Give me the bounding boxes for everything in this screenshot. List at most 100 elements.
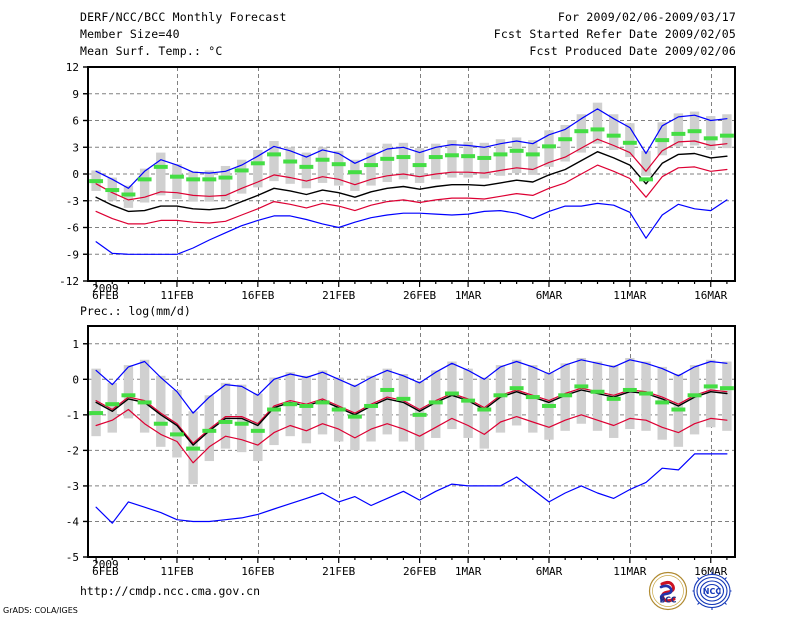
series-line: [95, 359, 728, 414]
y-tick-label-0-8: 12: [66, 61, 79, 74]
y-tick-label-0-7: 9: [72, 88, 79, 101]
y-tick-label-1-5: 0: [72, 373, 79, 386]
y-tick-label-0-6: 6: [72, 115, 79, 128]
series-line: [95, 453, 728, 524]
spread-box: [479, 142, 489, 179]
spread-box: [689, 365, 700, 435]
forecast-started-date: Fcst Started Refer Date 2009/02/05: [493, 27, 736, 41]
median-marker: [428, 155, 443, 160]
y-tick-label-0-4: 0: [72, 168, 79, 181]
spread-box: [641, 361, 651, 431]
y-tick-label-0-0: -12: [59, 275, 79, 288]
x-axis-year-1: 2009: [92, 558, 119, 571]
spread-box: [511, 137, 522, 174]
series-line: [95, 151, 728, 213]
median-marker: [558, 137, 573, 142]
x-tick-label-1-3: 21FEB: [322, 565, 355, 578]
median-marker: [444, 153, 459, 158]
x-tick-label-0-6: 6MAR: [536, 289, 563, 302]
median-marker: [574, 384, 589, 389]
spread-box: [204, 395, 215, 462]
spread-box: [366, 375, 376, 442]
median-marker: [347, 170, 362, 175]
spread-box: [220, 382, 231, 449]
y-tick-label-1-0: -5: [66, 551, 79, 564]
ensemble-spread-boxes: [91, 102, 732, 208]
y-tick-label-1-3: -2: [66, 444, 79, 457]
median-marker: [137, 177, 152, 182]
spread-box: [592, 361, 603, 431]
median-marker: [331, 162, 346, 167]
x-tick-label-0-7: 11MAR: [613, 289, 646, 302]
median-marker: [412, 163, 427, 168]
series-line: [95, 199, 728, 255]
spread-box: [463, 141, 473, 178]
grads-credit: GrADS: COLA/IGES: [3, 606, 78, 615]
spread-box: [625, 357, 635, 430]
spread-box: [511, 359, 522, 426]
spread-box: [204, 170, 215, 202]
median-marker: [622, 140, 637, 145]
median-marker: [655, 138, 670, 143]
median-marker: [703, 136, 718, 141]
svg-text:BCC: BCC: [660, 596, 677, 605]
svg-text:NCC: NCC: [703, 587, 722, 596]
spread-box: [479, 377, 489, 449]
median-marker: [461, 154, 476, 159]
spread-box: [544, 130, 554, 167]
median-marker: [299, 164, 314, 169]
median-marker: [477, 155, 492, 160]
spread-box: [495, 139, 506, 176]
median-marker: [250, 161, 265, 166]
y-tick-label-1-6: 1: [72, 338, 79, 351]
spread-box: [625, 123, 635, 158]
spread-box: [156, 152, 166, 196]
median-marker: [574, 129, 589, 134]
ncc-logo: NCC: [692, 572, 732, 610]
median-marker: [105, 402, 120, 407]
y-tick-label-1-2: -3: [66, 480, 79, 493]
median-marker: [639, 391, 653, 396]
x-tick-label-0-1: 11FEB: [160, 289, 193, 302]
median-marker: [558, 393, 573, 398]
median-marker: [283, 402, 298, 407]
spread-box: [463, 368, 473, 438]
y-tick-label-1-4: -1: [66, 409, 79, 422]
series-line: [95, 138, 728, 201]
x-axis-year-0: 2009: [92, 282, 119, 295]
spread-box: [641, 150, 651, 176]
median-marker: [315, 400, 330, 405]
x-tick-label-0-3: 21FEB: [322, 289, 355, 302]
median-marker: [687, 129, 702, 134]
series-line: [95, 387, 728, 444]
x-tick-label-0-8: 16MAR: [694, 289, 727, 302]
median-marker: [186, 177, 201, 182]
y-tick-label-0-5: 3: [72, 141, 79, 154]
median-marker: [89, 411, 104, 416]
spread-box: [495, 365, 506, 433]
spread-box: [722, 114, 732, 149]
footer-url[interactable]: http://cmdp.ncc.cma.gov.cn: [80, 584, 261, 598]
median-marker: [250, 428, 265, 433]
series-line: [95, 164, 728, 225]
median-marker: [671, 131, 686, 136]
x-tick-label-0-2: 16FEB: [241, 289, 274, 302]
spread-box: [188, 171, 198, 202]
median-marker: [153, 421, 168, 426]
median-marker: [202, 177, 217, 182]
spread-box: [253, 393, 263, 462]
median-marker: [234, 168, 249, 173]
median-marker: [137, 400, 152, 405]
y-tick-label-0-2: -6: [66, 222, 79, 235]
spread-box: [123, 365, 134, 419]
spread-box: [706, 359, 716, 428]
y-tick-label-0-3: -3: [66, 195, 79, 208]
median-marker: [380, 156, 395, 161]
median-markers: [89, 384, 734, 451]
spread-box: [576, 357, 587, 424]
precipitation-panel: [83, 325, 736, 563]
forecast-produced-date: Fcst Produced Date 2009/02/06: [529, 44, 736, 58]
x-tick-label-1-2: 16FEB: [241, 565, 274, 578]
series-line: [95, 108, 728, 189]
